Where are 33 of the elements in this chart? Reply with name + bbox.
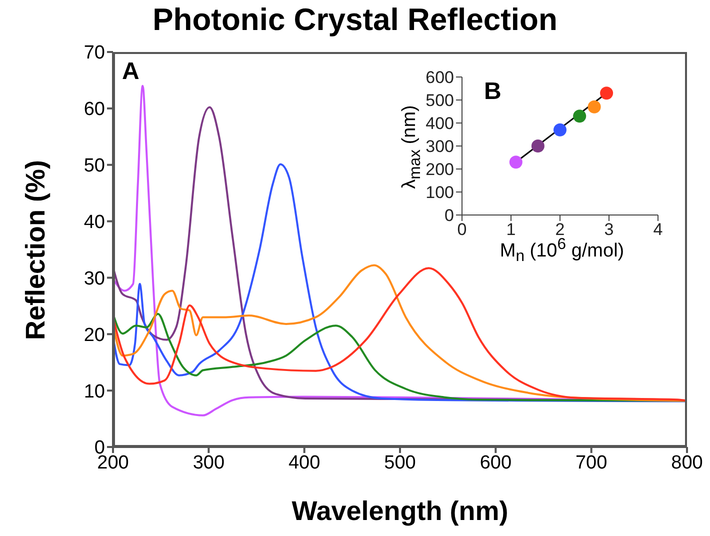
point (600, 86, 614, 100)
y-tick-label: 30 (84, 268, 105, 290)
y-tick-label: 300 (426, 137, 454, 156)
y-axis-title: Reflection (%) (20, 160, 52, 340)
y-tick-label: 20 (84, 324, 105, 346)
y-tick-label: 70 (84, 42, 105, 64)
x-tick-label: 600 (480, 452, 512, 474)
y-tick-label: 400 (426, 114, 454, 134)
y-tick-label: 0 (444, 206, 454, 226)
x-tick-label: 0 (457, 220, 467, 240)
y-tick-label: 100 (426, 183, 454, 202)
y-tick-label: 40 (84, 212, 105, 234)
x-tick-label: 700 (575, 452, 608, 474)
y-tick-label: 10 (84, 381, 105, 402)
x-tick-label: 500 (384, 452, 416, 474)
y-tick-label: 60 (84, 99, 105, 120)
x-tick-label: 800 (671, 452, 703, 474)
point (573, 110, 586, 123)
y-tick-label: 200 (426, 160, 454, 180)
y-tick-label: 50 (84, 156, 105, 177)
x-tick-label: 300 (192, 452, 225, 474)
annotation: A (122, 58, 140, 86)
x-tick-label: 400 (288, 452, 320, 474)
x-axis-title: Wavelength (nm) (290, 496, 510, 527)
chart-title: Photonic Crystal Reflection (152, 2, 558, 38)
point (509, 156, 522, 169)
annotation: B (484, 78, 502, 106)
point (531, 140, 544, 152)
x-tick-label: 4 (653, 220, 663, 240)
y-tick-label: 500 (426, 91, 454, 110)
point (554, 123, 566, 136)
point (588, 100, 601, 114)
y-tick-label: 600 (426, 68, 454, 88)
